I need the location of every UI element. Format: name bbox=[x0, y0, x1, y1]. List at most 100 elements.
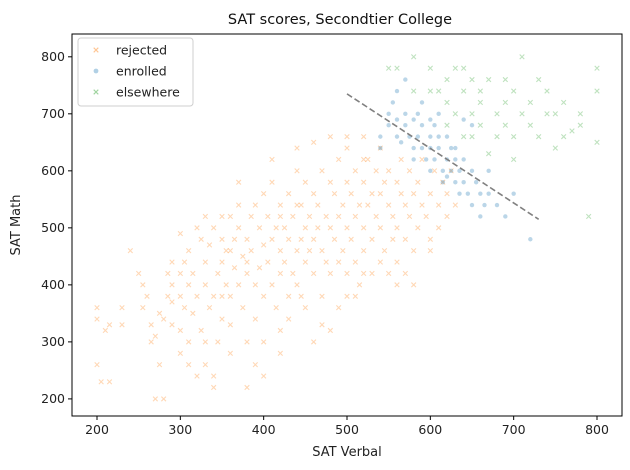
point-rejected bbox=[244, 339, 250, 345]
point-rejected bbox=[444, 213, 450, 220]
point-rejected bbox=[185, 361, 192, 368]
legend-marker-elsewhere bbox=[93, 89, 99, 95]
point-elsewhere bbox=[460, 133, 467, 140]
point-elsewhere bbox=[502, 122, 509, 128]
point-rejected bbox=[419, 202, 425, 208]
point-enrolled bbox=[419, 123, 425, 128]
point-rejected bbox=[360, 133, 367, 140]
point-elsewhere bbox=[469, 76, 475, 83]
point-elsewhere bbox=[444, 99, 450, 106]
point-rejected bbox=[185, 282, 192, 288]
point-rejected bbox=[365, 202, 371, 208]
point-rejected bbox=[219, 259, 225, 265]
legend-marker-enrolled bbox=[93, 68, 99, 74]
point-rejected bbox=[335, 304, 342, 311]
point-rejected bbox=[335, 259, 342, 265]
point-enrolled bbox=[403, 77, 408, 82]
y-tick-label: 400 bbox=[41, 277, 65, 292]
legend-box bbox=[77, 37, 194, 107]
point-rejected bbox=[294, 202, 300, 208]
point-rejected bbox=[419, 156, 425, 163]
point-enrolled bbox=[415, 111, 421, 117]
point-rejected bbox=[402, 236, 409, 242]
point-rejected bbox=[260, 373, 267, 379]
point-rejected bbox=[215, 270, 221, 277]
point-enrolled bbox=[394, 88, 400, 94]
point-enrolled bbox=[390, 100, 396, 105]
point-rejected bbox=[231, 265, 238, 271]
point-rejected bbox=[427, 247, 434, 254]
point-enrolled bbox=[428, 134, 433, 139]
x-tick-label: 500 bbox=[335, 422, 359, 437]
point-rejected bbox=[348, 236, 354, 242]
point-rejected bbox=[106, 379, 113, 385]
point-rejected bbox=[227, 293, 234, 299]
point-enrolled bbox=[478, 214, 483, 219]
point-enrolled bbox=[486, 191, 491, 196]
point-rejected bbox=[298, 236, 304, 242]
point-rejected bbox=[198, 236, 204, 242]
point-enrolled bbox=[494, 202, 500, 208]
point-elsewhere bbox=[485, 151, 492, 157]
point-rejected bbox=[169, 322, 175, 328]
point-rejected bbox=[235, 282, 242, 288]
point-rejected bbox=[281, 259, 288, 265]
point-elsewhere bbox=[577, 111, 584, 117]
series-rejected bbox=[94, 133, 459, 402]
point-rejected bbox=[294, 145, 300, 151]
y-tick-label: 300 bbox=[41, 334, 65, 349]
point-rejected bbox=[302, 179, 309, 185]
point-rejected bbox=[344, 270, 350, 277]
point-elsewhere bbox=[477, 88, 484, 94]
point-rejected bbox=[277, 270, 284, 277]
point-rejected bbox=[402, 270, 409, 277]
y-tick-label: 700 bbox=[41, 106, 65, 121]
point-rejected bbox=[177, 327, 184, 334]
point-rejected bbox=[219, 236, 225, 242]
point-enrolled bbox=[403, 111, 408, 117]
point-elsewhere bbox=[477, 99, 484, 106]
point-rejected bbox=[319, 247, 325, 254]
point-enrolled bbox=[415, 134, 421, 139]
point-rejected bbox=[194, 225, 200, 231]
point-rejected bbox=[256, 225, 263, 231]
point-rejected bbox=[310, 190, 317, 197]
point-elsewhere bbox=[585, 213, 592, 220]
point-rejected bbox=[310, 139, 317, 146]
point-rejected bbox=[377, 259, 384, 265]
point-rejected bbox=[385, 270, 392, 277]
point-rejected bbox=[415, 225, 421, 231]
y-tick-label: 500 bbox=[41, 220, 65, 235]
point-rejected bbox=[281, 225, 288, 231]
point-rejected bbox=[227, 213, 234, 220]
point-rejected bbox=[352, 293, 359, 299]
point-enrolled bbox=[448, 168, 454, 174]
legend-label-rejected: rejected bbox=[116, 43, 167, 58]
point-rejected bbox=[298, 202, 304, 208]
point-enrolled bbox=[394, 117, 400, 122]
point-rejected bbox=[210, 384, 217, 391]
point-rejected bbox=[431, 168, 438, 174]
point-rejected bbox=[244, 259, 250, 265]
point-rejected bbox=[269, 236, 275, 242]
point-rejected bbox=[119, 304, 125, 311]
point-rejected bbox=[310, 236, 317, 242]
legend-marker-rejected bbox=[93, 47, 99, 53]
point-rejected bbox=[177, 293, 184, 299]
point-rejected bbox=[252, 361, 259, 368]
point-rejected bbox=[265, 213, 271, 220]
point-rejected bbox=[231, 236, 238, 242]
point-elsewhere bbox=[535, 76, 542, 83]
x-tick-label: 300 bbox=[168, 422, 192, 437]
point-rejected bbox=[435, 225, 442, 231]
point-enrolled bbox=[469, 202, 475, 208]
point-rejected bbox=[181, 259, 188, 265]
point-rejected bbox=[219, 293, 225, 299]
point-rejected bbox=[140, 304, 146, 311]
point-rejected bbox=[210, 373, 217, 379]
point-elsewhere bbox=[485, 76, 492, 83]
point-rejected bbox=[394, 282, 400, 288]
point-rejected bbox=[119, 322, 125, 328]
point-rejected bbox=[285, 316, 292, 322]
point-elsewhere bbox=[469, 133, 475, 140]
